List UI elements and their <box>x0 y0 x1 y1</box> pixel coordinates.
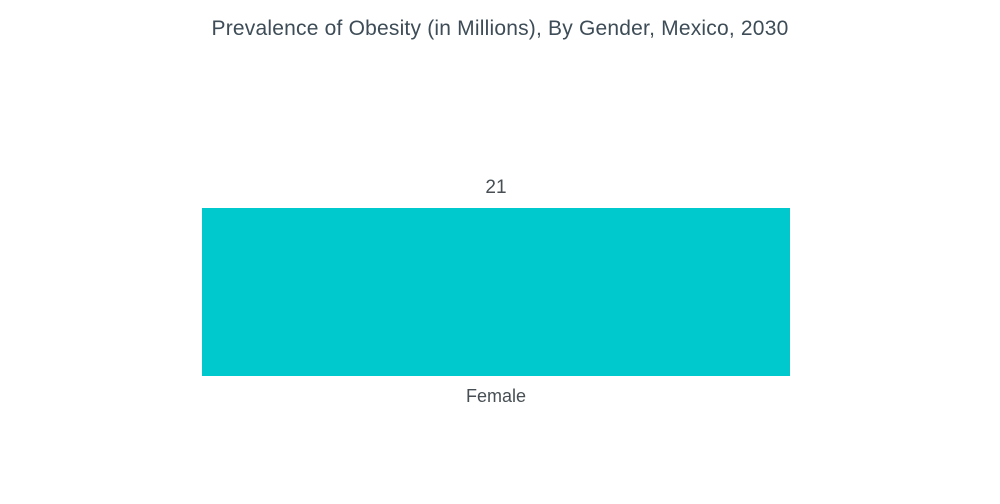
plot-area: 21 <box>202 177 790 376</box>
chart-title: Prevalence of Obesity (in Millions), By … <box>211 17 789 40</box>
female-bar <box>202 208 790 376</box>
bar-value-label: 21 <box>485 177 507 198</box>
category-label-female: Female <box>465 386 527 406</box>
